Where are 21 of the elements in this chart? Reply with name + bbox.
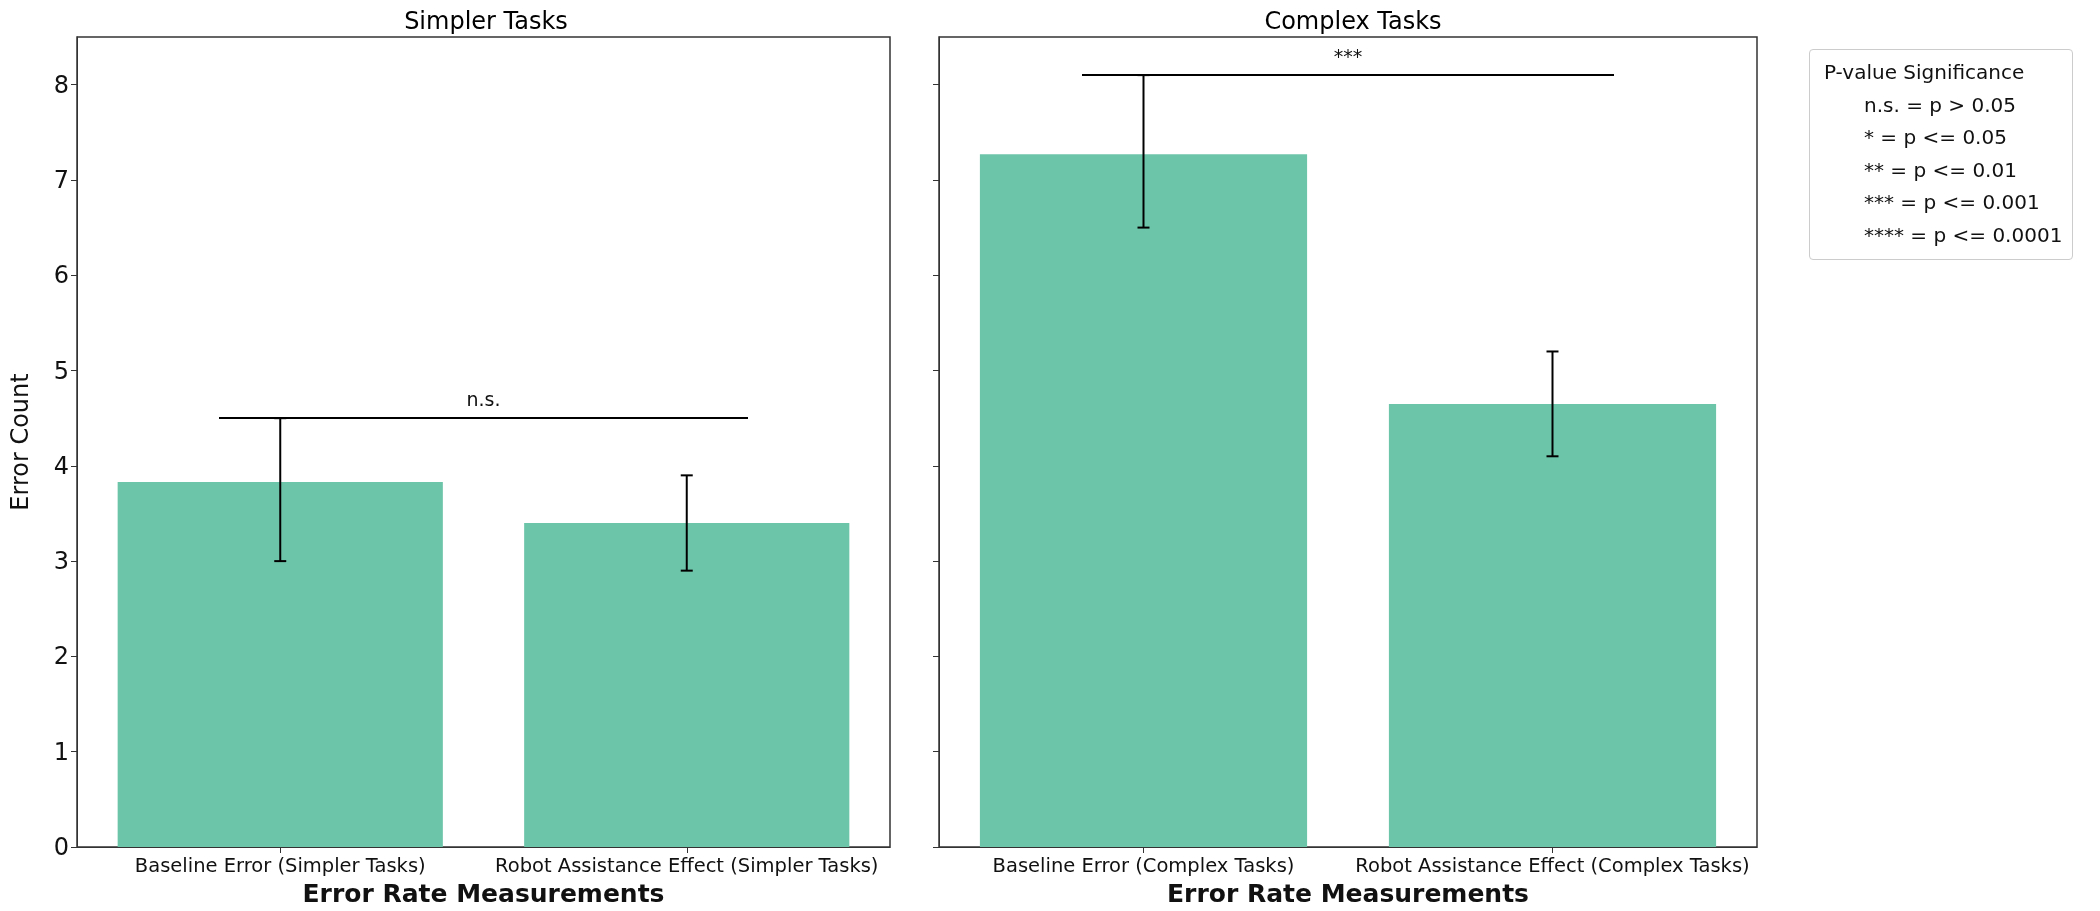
chart-title: Complex Tasks (1264, 7, 1442, 35)
x-axis-title: Error Rate Measurements (302, 879, 665, 908)
y-tick-label: 8 (53, 70, 69, 99)
annotation: *** (1333, 45, 1363, 68)
y-axis-title: Error Count (6, 373, 34, 511)
chart-title: Simpler Tasks (404, 7, 568, 35)
y-tick-label: 4 (53, 451, 69, 480)
y-tick-label: 5 (53, 356, 69, 385)
x-tick-label: Robot Assistance Effect (Simpler Tasks) (495, 853, 879, 877)
x-axis-title: Error Rate Measurements (1167, 879, 1529, 908)
x-tick-label: Robot Assistance Effect (Complex Tasks) (1355, 853, 1750, 877)
y-tick-label: 1 (53, 737, 69, 766)
key-box: P-value Significance n.s. = p > 0.05 * = p <= 0.05 ** = p <= 0.01 *** = p <= 0.001 **** = p <= 0.0001 (1809, 49, 2074, 260)
y-tick-label: 0 (53, 833, 69, 861)
y-tick-label: 3 (53, 547, 69, 576)
y-tick-label: 6 (53, 261, 69, 290)
x-tick-label: Baseline Error (Complex Tasks) (992, 853, 1295, 877)
x-tick-label: Baseline Error (Simpler Tasks) (134, 853, 426, 877)
y-tick-label: 7 (53, 165, 69, 194)
annotation: n.s. (466, 388, 501, 411)
y-tick-label: 2 (53, 642, 69, 671)
